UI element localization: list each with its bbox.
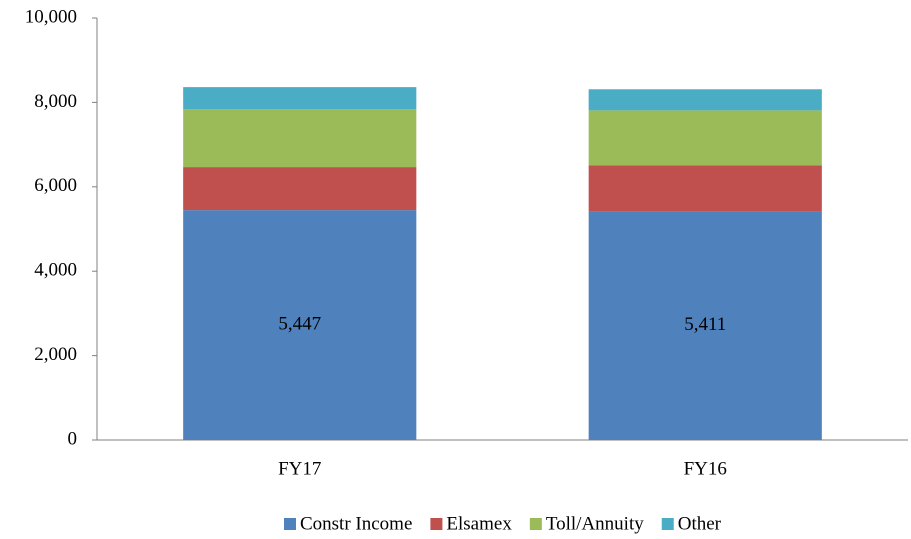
data-label: 5,447	[278, 313, 321, 334]
y-tick-label: 0	[68, 428, 78, 449]
bar-segment	[183, 109, 417, 168]
y-tick-label: 10,000	[25, 6, 77, 27]
legend-swatch	[283, 518, 296, 530]
legend-label: Constr Income	[300, 513, 412, 534]
bar-segment	[588, 110, 822, 166]
legend-label: Elsamex	[446, 513, 512, 534]
bar-segment	[588, 211, 822, 440]
y-tick-label: 8,000	[34, 91, 77, 112]
y-tick-label: 2,000	[34, 344, 77, 365]
y-tick-label: 6,000	[34, 175, 77, 196]
legend-label: Other	[678, 513, 722, 534]
data-label: 5,411	[684, 314, 726, 335]
y-tick-label: 4,000	[34, 260, 77, 281]
legend-label: Toll/Annuity	[546, 513, 644, 534]
bar-segment	[588, 165, 822, 212]
bar-segment	[183, 87, 417, 110]
x-tick-label: FY16	[684, 458, 727, 479]
bar-segment	[183, 167, 417, 211]
legend-swatch	[529, 518, 542, 530]
legend-swatch	[430, 518, 443, 530]
bar-segment	[183, 210, 417, 440]
bar-segment	[588, 89, 822, 111]
x-tick-label: FY17	[278, 458, 321, 479]
legend-swatch	[661, 518, 674, 530]
